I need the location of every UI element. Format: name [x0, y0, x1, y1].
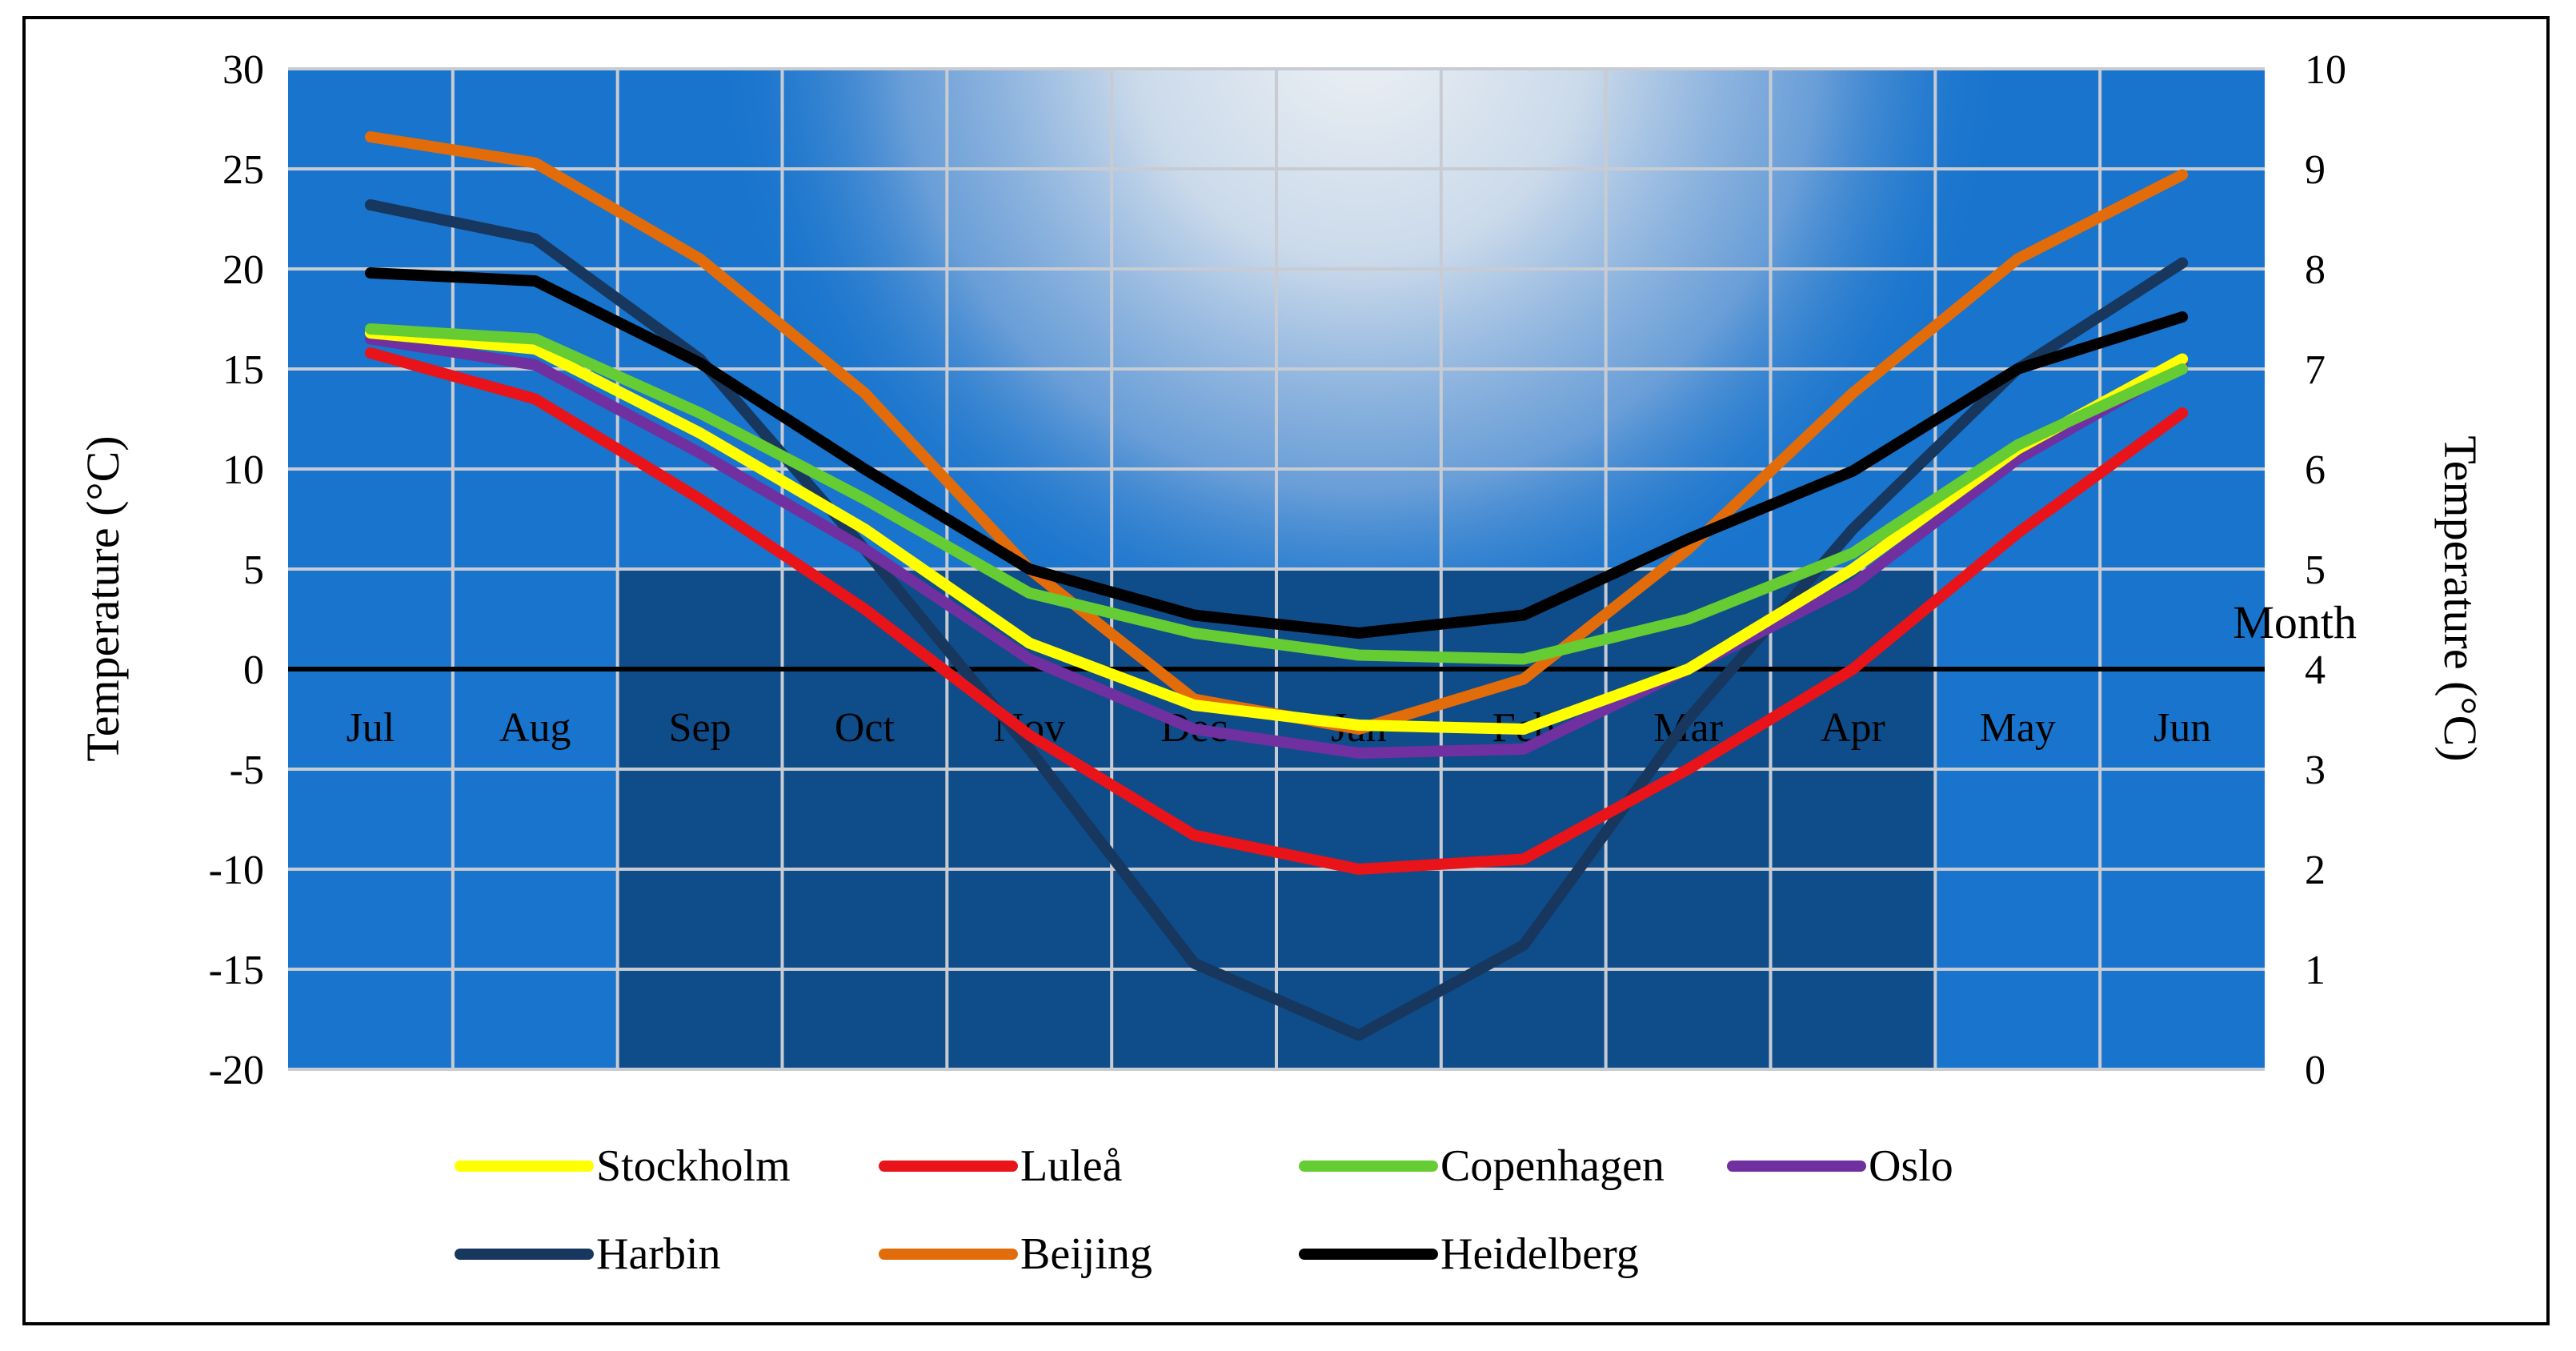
month-label: Apr: [1821, 705, 1885, 751]
y-tick-label: 20: [222, 247, 264, 293]
y2-axis-title: Temperature (°C): [2434, 435, 2486, 761]
y2-tick-label: 7: [2305, 347, 2326, 393]
y-tick-label: 30: [222, 47, 264, 93]
legend: Stockholm Luleå Copenhagen Oslo Harbin Beijin…: [455, 1141, 1953, 1279]
legend-label: Beijing: [1020, 1229, 1152, 1279]
y2-tick-label: 2: [2305, 848, 2326, 893]
y-axis-title: Temperature (°C): [77, 435, 129, 761]
legend-label: Harbin: [596, 1229, 721, 1279]
y2-tick-label: 1: [2305, 948, 2326, 993]
series-line-heidelberg: [364, 267, 2189, 639]
gridlines: [288, 67, 2265, 1071]
y-tick-label: 5: [243, 547, 264, 593]
series-line-harbin: [364, 199, 2189, 1041]
legend-label: Heidelberg: [1440, 1229, 1639, 1279]
series-lines: [364, 131, 2189, 1041]
series-line-lule: [364, 347, 2189, 875]
legend-label: Copenhagen: [1440, 1141, 1665, 1191]
y-tick-label: 0: [243, 647, 264, 693]
y2-tick-label: 0: [2305, 1048, 2326, 1093]
y2-tick-label: 8: [2305, 247, 2326, 293]
y-tick-label: -20: [209, 1048, 264, 1093]
month-label: May: [1980, 705, 2056, 751]
y2-tick-label: 10: [2305, 47, 2346, 93]
y2-tick-label: 9: [2305, 147, 2326, 193]
legend-label: Oslo: [1869, 1141, 1953, 1191]
legend-label: Stockholm: [596, 1141, 791, 1191]
y-tick-label: -5: [230, 748, 264, 793]
series-line-oslo: [364, 333, 2189, 759]
y-tick-label: 10: [222, 447, 264, 493]
y-axis-ticks: 30 25 20 15 10 5 0 -5 -10 -15 -20: [209, 47, 264, 1093]
axis-titles: Temperature (°C) Temperature (°C) Month: [77, 435, 2486, 761]
y-tick-label: -15: [209, 948, 264, 993]
y2-tick-label: 6: [2305, 447, 2326, 493]
series-line-copenhagen: [364, 323, 2189, 665]
month-label: Jul: [347, 705, 395, 751]
series-line-stockholm: [364, 327, 2189, 735]
y-tick-label: 15: [222, 347, 264, 393]
y2-tick-label: 4: [2305, 647, 2326, 693]
month-label: Aug: [499, 705, 571, 751]
y-tick-label: -10: [209, 848, 264, 893]
month-label: Sep: [669, 705, 731, 751]
y2-tick-label: 3: [2305, 748, 2326, 793]
month-label: Jun: [2153, 705, 2211, 751]
month-label: Oct: [835, 705, 895, 751]
y2-tick-label: 5: [2305, 547, 2326, 593]
x-axis-title: Month: [2233, 596, 2357, 648]
legend-label: Luleå: [1020, 1141, 1123, 1191]
y-tick-label: 25: [222, 147, 264, 193]
